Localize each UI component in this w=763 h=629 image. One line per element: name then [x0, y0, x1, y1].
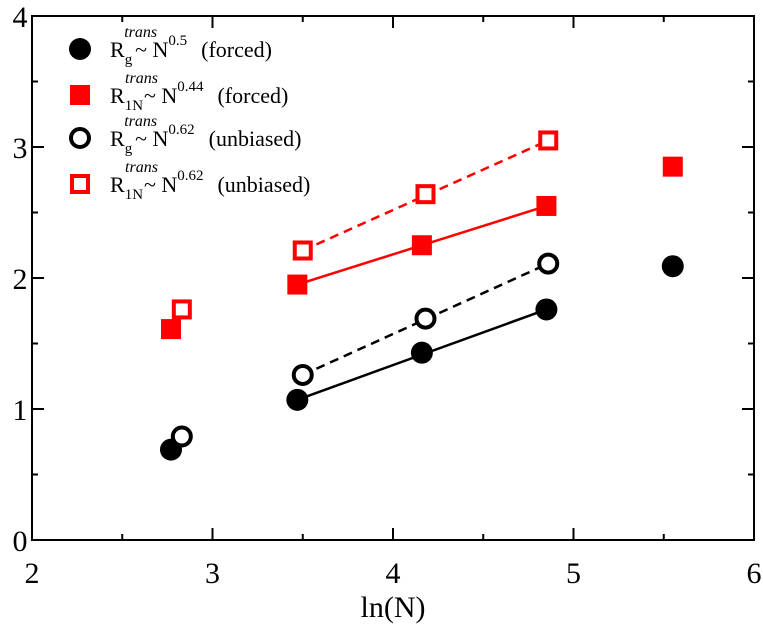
legend-marker-R1N_trans_forced — [70, 85, 90, 105]
plot-frame — [31, 15, 755, 541]
Rg_trans_forced-point — [286, 388, 309, 411]
y-tick-label: 4 — [13, 1, 28, 34]
R1N_trans_unbiased-point — [415, 184, 436, 205]
legend-label-R1N_trans_forced: R1Ntrans ~ N0.44 (forced) — [110, 70, 288, 114]
legend-marker-Rg_trans_unbiased — [69, 127, 91, 149]
Rg_trans_unbiased-point — [291, 363, 314, 386]
R1N_trans_unbiased-point — [171, 299, 192, 320]
x-tick-label: 2 — [25, 557, 40, 590]
R1N_trans_forced-point — [662, 156, 683, 177]
legend-label-R1N_trans_unbiased: R1Ntrans ~ N0.62 (unbiased) — [110, 159, 310, 203]
R1N_trans_forced-point — [411, 235, 432, 256]
Rg_trans_unbiased-point — [414, 307, 437, 330]
legend-label-Rg_trans_forced: Rgtrans ~ N0.5 (forced) — [110, 24, 272, 68]
R1N_trans_forced-point — [536, 195, 557, 216]
x-tick-label: 4 — [386, 557, 401, 590]
R1N_trans_unbiased-point — [292, 240, 313, 261]
x-tick-label: 3 — [205, 557, 220, 590]
legend-label-Rg_trans_unbiased: Rgtrans ~ N0.62 (unbiased) — [110, 113, 302, 157]
data-markers — [159, 130, 684, 461]
Rg_trans_forced-point — [661, 255, 684, 278]
legend-marker-Rg_trans_forced — [69, 38, 91, 60]
y-tick-label: 3 — [13, 132, 28, 165]
y-tick-label: 0 — [13, 525, 28, 558]
x-axis-title: ln(N) — [361, 591, 426, 624]
Rg_trans_forced-point — [535, 298, 558, 321]
R1N_trans_unbiased-point — [538, 130, 559, 151]
y-tick-label: 1 — [13, 394, 28, 427]
legend-marker-R1N_trans_unbiased — [70, 174, 90, 194]
Rg_trans_unbiased-point — [537, 252, 560, 275]
legend: Rgtrans ~ N0.5 (forced)R1Ntrans ~ N0.44 (for… — [69, 24, 310, 203]
x-tick-label: 5 — [566, 557, 581, 590]
Rg_trans_forced-point — [410, 341, 433, 364]
Rg_trans_unbiased-point — [170, 425, 193, 448]
axis-ticks — [31, 15, 755, 541]
axis-tick-labels: 2 3 4 5 6 0 1 2 3 4 — [13, 1, 762, 590]
R1N_trans_forced-point — [160, 319, 181, 340]
y-tick-label: 2 — [13, 263, 28, 296]
x-tick-label: 6 — [747, 557, 762, 590]
R1N_trans_forced-point — [287, 274, 308, 295]
